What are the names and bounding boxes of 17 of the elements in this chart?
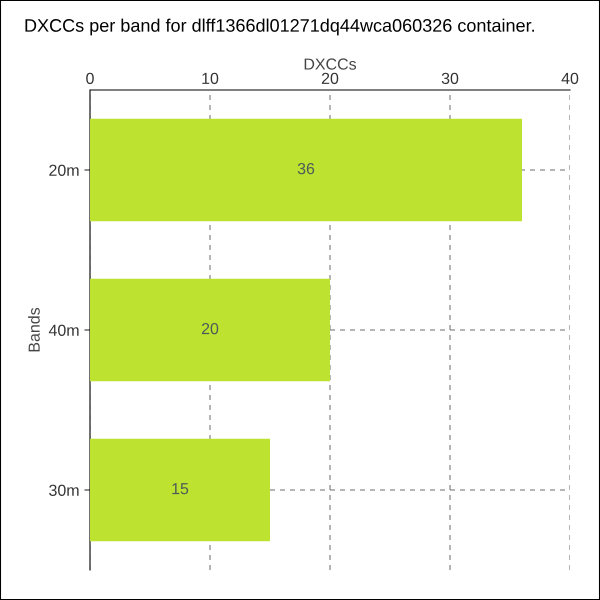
data-label: 36 [298,162,314,174]
y-tick-label: 20m [49,164,79,176]
bar [90,118,522,222]
x-tick-label: 0 [86,72,94,84]
chart-title: DXCCs per band for dlff1366dl01271dq44wca060326 container. [25,18,534,36]
x-tick-label: 10 [202,72,218,84]
y-axis-title: Bands [28,308,40,352]
y-tick-label: 40m [48,324,79,336]
x-axis-title: DXCCs [304,58,356,70]
bar [90,278,330,382]
data-label: 20 [202,322,218,334]
bar [90,438,270,542]
data-label: 15 [172,483,188,494]
x-tick-label: 20 [322,72,338,84]
x-tick-label: 40 [561,72,578,84]
y-tick-label: 30m [49,484,79,496]
x-tick-label: 30 [442,72,458,84]
